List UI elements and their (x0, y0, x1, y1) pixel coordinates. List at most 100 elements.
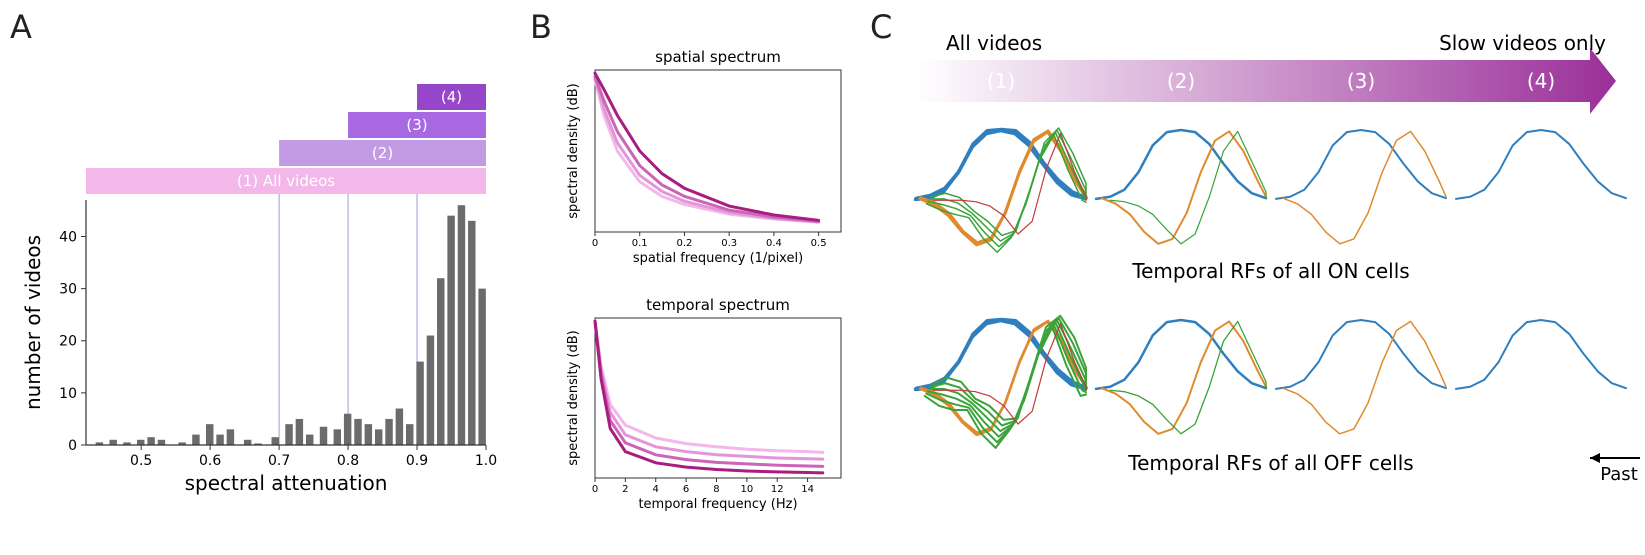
hist-bar (244, 440, 251, 445)
xtick-label: 8 (713, 484, 719, 495)
xlabel: temporal frequency (Hz) (638, 497, 797, 512)
subplot-title: spatial spectrum (655, 48, 781, 66)
hist-bar (216, 435, 223, 445)
rf-on-3 (1276, 130, 1446, 244)
xtick-label: 12 (771, 484, 784, 495)
group-bar-label-2: (2) (372, 144, 393, 162)
ytick-label: 40 (59, 229, 77, 245)
xlabel: spatial frequency (1/pixel) (633, 251, 803, 266)
panel-b-temporal: 0 2 4 6 8 10 12 14 temporal spectrum temporal fre… (566, 296, 841, 512)
xtick-label: 2 (622, 484, 628, 495)
rf-curve (916, 129, 1086, 198)
rf-curve (1283, 321, 1446, 433)
xtick-label: 14 (801, 484, 814, 495)
hist-bar (158, 440, 165, 445)
hist-bar (272, 437, 279, 445)
panel-a: (1) All videos(2)(3)(4)0.50.60.70.80.91.… (21, 84, 497, 495)
panel-b-spatial: 0 0.1 0.2 0.3 0.4 0.5 spatial spectrum spatial … (566, 48, 841, 266)
curve-3 (595, 76, 819, 221)
rf-curve (1456, 130, 1626, 199)
hist-bar (285, 424, 292, 445)
xtick-label: 6 (683, 484, 689, 495)
rf-curve (928, 133, 1086, 247)
hist-bar (320, 427, 327, 445)
arrow-seg-label-3: (3) (1347, 69, 1375, 93)
hist-bar (416, 362, 423, 445)
hist-bar (137, 440, 144, 445)
rf-off-2 (1096, 320, 1266, 434)
figure-root: A B C (1) All videos(2)(3)(4)0.50.60.70.… (0, 0, 1645, 555)
rf-on-4 (1456, 130, 1626, 199)
figure-svg: (1) All videos(2)(3)(4)0.50.60.70.80.91.… (0, 0, 1645, 555)
xtick-label: 0.1 (632, 238, 648, 249)
rf-curve (1096, 130, 1266, 199)
curve-2 (595, 321, 823, 459)
xtick-label: 0.7 (268, 453, 290, 469)
rf-off-3 (1276, 320, 1446, 434)
hist-bar (334, 429, 341, 445)
xtick-label: 0.9 (406, 453, 428, 469)
off-row-title: Temporal RFs of all OFF cells (1127, 451, 1413, 475)
curve-1 (595, 321, 823, 452)
hist-bar (365, 424, 372, 445)
hist-bar (385, 419, 392, 445)
subplot-title: temporal spectrum (646, 296, 790, 314)
group-bar-label-3: (3) (406, 116, 427, 134)
xtick-label: 0 (592, 238, 598, 249)
hist-bar (147, 437, 154, 445)
arrow-seg-label-2: (2) (1167, 69, 1195, 93)
hist-bar (437, 278, 444, 445)
rf-off-4 (1456, 320, 1626, 389)
rf-curve (1276, 130, 1446, 199)
hist-bar (227, 429, 234, 445)
ylabel: number of videos (21, 235, 45, 410)
hist-bar (375, 429, 382, 445)
rf-on-2 (1096, 130, 1266, 244)
xtick-label: 0.2 (677, 238, 693, 249)
xtick-label: 4 (653, 484, 659, 495)
rf-off-1 (916, 316, 1086, 448)
hist-bar (478, 289, 485, 445)
hist-bar (406, 424, 413, 445)
rf-curve (1110, 131, 1266, 243)
hist-bar (192, 435, 199, 445)
xtick-label: 0 (592, 484, 598, 495)
rf-curve (1456, 320, 1626, 389)
hist-bar (458, 205, 465, 445)
arrow-left-label: All videos (946, 31, 1042, 55)
past-arrow-head (1590, 453, 1600, 463)
hist-bar (468, 221, 475, 445)
xtick-label: 0.6 (199, 453, 221, 469)
arrow-right-label: Slow videos only (1439, 31, 1606, 55)
hist-bar (396, 409, 403, 445)
xtick-label: 1.0 (475, 453, 497, 469)
xtick-label: 0.5 (811, 238, 827, 249)
xtick-label: 0.4 (766, 238, 782, 249)
hist-bar (109, 440, 116, 445)
xtick-label: 10 (740, 484, 753, 495)
ytick-label: 0 (68, 438, 77, 454)
group-bar-label-1: (1) All videos (237, 172, 335, 190)
on-row-title: Temporal RFs of all ON cells (1131, 259, 1409, 283)
ytick-label: 10 (59, 386, 77, 402)
hist-bar (447, 216, 454, 445)
gradient-arrow (916, 48, 1616, 114)
rf-on-1 (916, 128, 1086, 252)
group-bar-label-4: (4) (441, 88, 462, 106)
xtick-label: 0.3 (721, 238, 737, 249)
hist-bar (296, 419, 303, 445)
rf-curve (1283, 131, 1446, 243)
rf-curve (1096, 320, 1266, 389)
hist-bar (354, 419, 361, 445)
rf-curve (1276, 320, 1446, 389)
ylabel: spectral density (dB) (566, 83, 581, 218)
past-label: Past (1600, 464, 1638, 485)
arrow-seg-label-4: (4) (1527, 69, 1555, 93)
ytick-label: 30 (59, 282, 77, 298)
rf-curve (916, 319, 1086, 388)
hist-bar (206, 424, 213, 445)
xlabel: spectral attenuation (185, 471, 388, 495)
ytick-label: 20 (59, 334, 77, 350)
arrow-seg-label-1: (1) (987, 69, 1015, 93)
hist-bar (306, 435, 313, 445)
